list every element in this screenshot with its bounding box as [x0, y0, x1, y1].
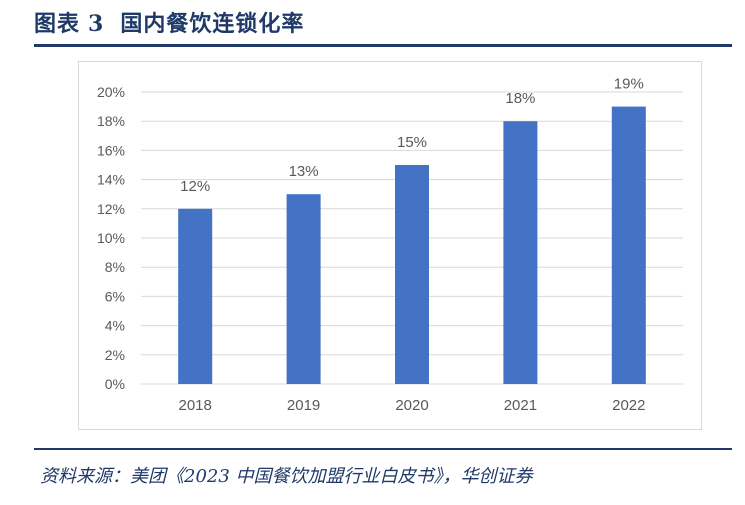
- y-tick-label: 6%: [105, 288, 125, 304]
- y-tick-label: 16%: [97, 142, 125, 158]
- data-label: 19%: [614, 76, 644, 93]
- x-tick-label: 2020: [395, 397, 428, 414]
- source-note: 资料来源：美团《2023 中国餐饮加盟行业白皮书》，华创证券: [40, 466, 533, 487]
- chart-frame: 0% 2% 4% 6% 8% 10% 12% 14% 16% 18% 20% 12% 2018 13% 20…: [78, 61, 702, 430]
- x-tick-label: 2019: [287, 397, 320, 414]
- title-rule: [34, 44, 732, 47]
- bar-chart: 0% 2% 4% 6% 8% 10% 12% 14% 16% 18% 20% 12% 2018 13% 20…: [97, 76, 683, 414]
- y-tick-label: 10%: [97, 230, 125, 246]
- data-label: 13%: [289, 163, 319, 180]
- bar-2020: [395, 165, 429, 384]
- x-tick-label: 2021: [504, 397, 537, 414]
- bar-2019: [286, 194, 321, 384]
- bar-2018: [178, 208, 213, 384]
- x-tick-label: 2018: [179, 397, 212, 414]
- figure-title-text: 国内餐饮连锁化率: [120, 11, 305, 37]
- figure-label: 图表: [34, 11, 81, 37]
- source-rule: [34, 448, 732, 450]
- figure-title: 图表 3 国内餐饮连锁化率: [34, 6, 304, 38]
- bar-2021: [503, 121, 538, 384]
- data-label: 18%: [505, 90, 535, 107]
- y-tick-label: 2%: [105, 347, 125, 363]
- y-tick-label: 20%: [97, 84, 125, 100]
- y-tick-label: 0%: [105, 376, 125, 392]
- figure-number: 3: [88, 11, 105, 37]
- bar-2022: [611, 106, 646, 384]
- y-tick-label: 4%: [105, 318, 125, 334]
- data-label: 12%: [180, 178, 210, 195]
- y-tick-label: 12%: [97, 201, 125, 217]
- y-tick-label: 18%: [97, 113, 125, 129]
- data-label: 15%: [397, 134, 427, 151]
- y-tick-label: 14%: [97, 172, 125, 188]
- y-tick-label: 8%: [105, 259, 125, 275]
- x-tick-label: 2022: [612, 397, 645, 414]
